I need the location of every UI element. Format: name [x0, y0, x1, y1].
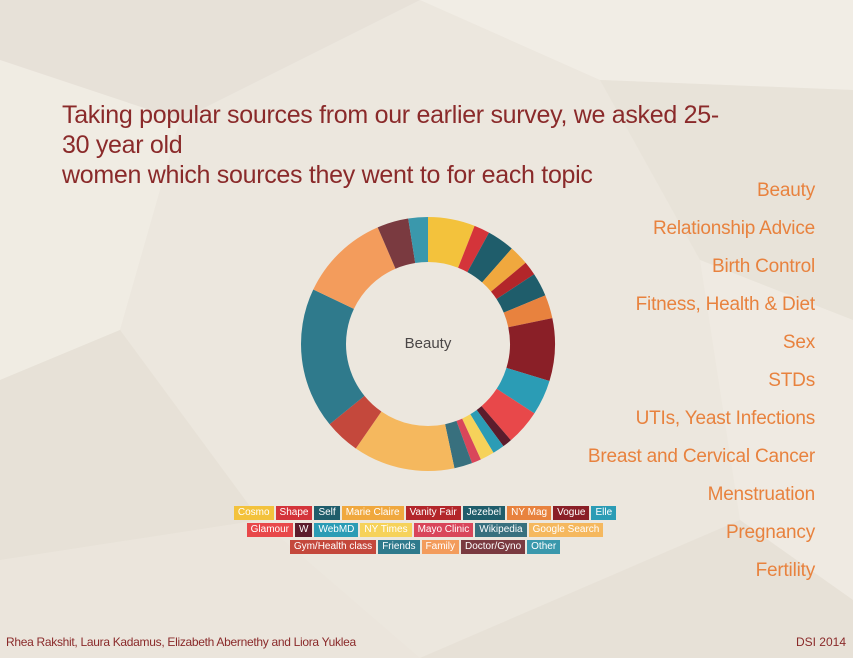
donut-slice-self[interactable]: [467, 232, 512, 283]
legend-item-ny-times[interactable]: NY Times: [360, 523, 412, 537]
topic-pregnancy[interactable]: Pregnancy: [725, 522, 815, 543]
legend-item-gym-health-class[interactable]: Gym/Health class: [289, 540, 377, 554]
topic-utis-yeast-infections[interactable]: UTIs, Yeast Infections: [635, 408, 816, 429]
legend-item-shape[interactable]: Shape: [275, 506, 313, 520]
legend-item-w[interactable]: W: [295, 523, 313, 537]
legend-item-wikipedia[interactable]: Wikipedia: [475, 523, 527, 537]
legend-item-vanity-fair[interactable]: Vanity Fair: [405, 506, 461, 520]
legend-item-self[interactable]: Self: [314, 506, 340, 520]
footer-event: DSI 2014: [795, 635, 846, 649]
donut-slice-vogue[interactable]: [506, 318, 555, 382]
donut-slice-google-search[interactable]: [355, 411, 455, 471]
headline-line-1: Taking popular sources from our earlier …: [62, 101, 719, 159]
topic-fitness-health-diet[interactable]: Fitness, Health & Diet: [635, 294, 816, 315]
legend-row: Glamour W WebMD NY Times Mayo Clinic Wikipedi…: [190, 523, 660, 537]
donut-slice-ny-times[interactable]: [462, 414, 494, 460]
donut-slice-glamour[interactable]: [481, 388, 535, 441]
topic-sex[interactable]: Sex: [782, 332, 815, 353]
legend-item-other[interactable]: Other: [527, 540, 561, 554]
legend-item-marie-claire[interactable]: Marie Claire: [341, 506, 404, 520]
donut-slice-wikipedia[interactable]: [445, 420, 473, 469]
donut-slice-vanity-fair[interactable]: [491, 262, 535, 299]
topic-menstruation[interactable]: Menstruation: [707, 484, 816, 505]
legend-item-friends[interactable]: Friends: [378, 540, 420, 554]
topic-breast-cervical-cancer[interactable]: Breast and Cervical Cancer: [587, 446, 815, 467]
donut-slice-shape[interactable]: [458, 225, 490, 273]
legend-item-jezebel[interactable]: Jezebel: [462, 506, 506, 520]
donut-slice-cosmo[interactable]: [428, 217, 475, 268]
legend-item-elle[interactable]: Elle: [591, 506, 617, 520]
legend-item-doctor-gyno[interactable]: Doctor/Gyno: [461, 540, 526, 554]
legend-item-mayo-clinic[interactable]: Mayo Clinic: [413, 523, 474, 537]
legend-item-cosmo[interactable]: Cosmo: [233, 506, 274, 520]
legend-item-ny-mag[interactable]: NY Mag: [507, 506, 552, 520]
topic-stds[interactable]: STDs: [768, 370, 815, 391]
donut-slice-jezebel[interactable]: [496, 274, 546, 313]
donut-chart: Beauty: [298, 214, 558, 474]
chart-legend: Cosmo Shape Self Marie Claire Vanity Fair Jez…: [190, 506, 660, 557]
donut-svg: [301, 217, 555, 471]
donut-center-label: Beauty: [404, 335, 452, 352]
legend-item-glamour[interactable]: Glamour: [246, 523, 294, 537]
topic-relationship-advice[interactable]: Relationship Advice: [652, 218, 815, 239]
headline-line-2: women which sources they went to for eac…: [62, 161, 593, 189]
donut-slice-doctor-gyno[interactable]: [377, 218, 416, 269]
donut-slice-mayo-clinic[interactable]: [456, 418, 481, 464]
legend-item-google-search[interactable]: Google Search: [528, 523, 604, 537]
donut-slice-webmd[interactable]: [470, 409, 504, 453]
legend-item-webmd[interactable]: WebMD: [314, 523, 359, 537]
donut-slice-friends[interactable]: [301, 289, 365, 425]
donut-slice-marie-claire[interactable]: [482, 248, 526, 292]
legend-row: Cosmo Shape Self Marie Claire Vanity Fair Jez…: [190, 506, 660, 520]
topic-beauty[interactable]: Beauty: [757, 180, 815, 201]
legend-row: Gym/Health class Friends Family Doctor/Gyno…: [190, 540, 660, 554]
donut-slice-gym-health-class[interactable]: [329, 395, 382, 449]
donut-slice-elle[interactable]: [496, 367, 550, 414]
topic-menu: Beauty Relationship Advice Birth Control…: [555, 178, 815, 596]
donut-slice-ny-mag[interactable]: [503, 295, 553, 328]
donut-slice-other[interactable]: [408, 217, 428, 264]
legend-item-family[interactable]: Family: [421, 540, 459, 554]
donut-slice-family[interactable]: [313, 227, 396, 309]
topic-fertility[interactable]: Fertility: [755, 560, 816, 581]
legend-item-vogue[interactable]: Vogue: [553, 506, 590, 520]
topic-birth-control[interactable]: Birth Control: [712, 256, 815, 277]
donut-slice-w[interactable]: [476, 406, 511, 447]
footer-authors: Rhea Rakshit, Laura Kadamus, Elizabeth A…: [6, 635, 356, 649]
headline: Taking popular sources from our earlier …: [62, 100, 742, 190]
